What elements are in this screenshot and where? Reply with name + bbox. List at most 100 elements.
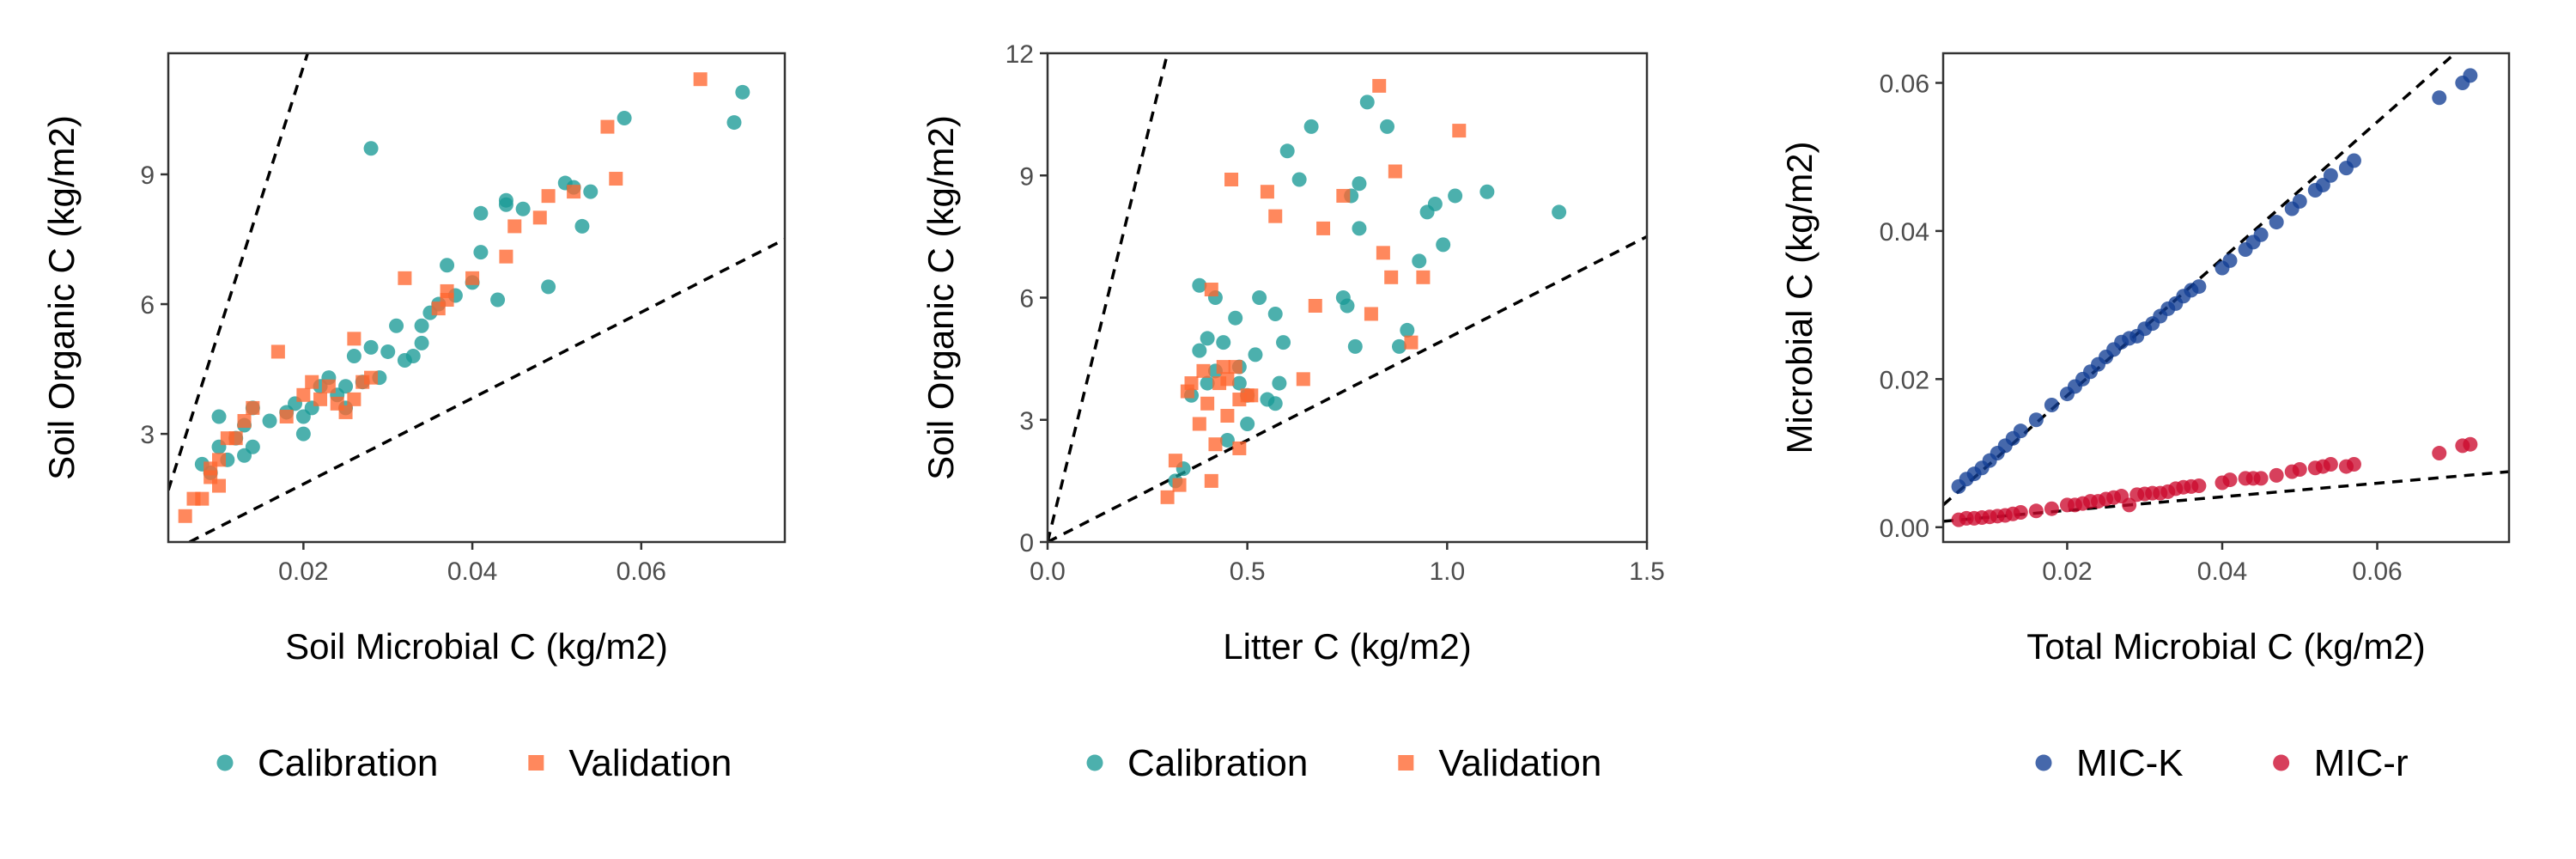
panel2-point xyxy=(1224,172,1239,186)
panel1-point xyxy=(363,339,379,355)
panel1-y-tick-label: 3 xyxy=(140,421,155,449)
panel3-y-tick-label: 0.02 xyxy=(1880,366,1929,394)
panel2-x-tick-label: 0.0 xyxy=(1030,557,1066,586)
panel2-x-tick-label: 1.0 xyxy=(1429,557,1465,586)
panel2-point xyxy=(1352,221,1367,236)
panel1-y-tick-label: 9 xyxy=(140,161,155,190)
panel2-point xyxy=(1200,375,1215,391)
panel2-point xyxy=(1268,209,1283,223)
panel2-point xyxy=(1308,298,1322,313)
panel2-point xyxy=(1192,417,1206,431)
panel2-point xyxy=(1240,416,1255,431)
panel2-point xyxy=(1364,307,1378,321)
panel2-point xyxy=(1200,396,1215,411)
panel2-point xyxy=(1228,310,1243,326)
panel2-point xyxy=(1359,94,1375,110)
panel1-point xyxy=(178,509,192,523)
panel1-reference-lines xyxy=(168,53,785,542)
panel2-point xyxy=(1220,372,1235,387)
panel3-x-tick-label: 0.02 xyxy=(2042,557,2092,586)
panel1-legend-key-1 xyxy=(216,754,234,771)
panel1-point xyxy=(693,72,708,87)
panel1-point xyxy=(473,245,489,260)
panel3-point xyxy=(2292,193,2307,209)
panel1-point xyxy=(321,379,336,393)
panel1: 0.02 0.04 0.06 3 6 9 Soil Microbial C (kg/m2) S… xyxy=(41,52,787,784)
panel1-points xyxy=(178,72,750,523)
panel1-point xyxy=(211,409,227,424)
panel2-point xyxy=(1196,363,1211,378)
panel2-point xyxy=(1267,306,1283,321)
panel1-point xyxy=(726,115,742,131)
panel1-legend-label-2: Validation xyxy=(568,742,732,784)
panel1-y-tick-label: 6 xyxy=(140,291,155,320)
panel3-y-tick-label: 0.00 xyxy=(1880,515,1929,543)
panel2-point xyxy=(1336,188,1351,203)
panel2-point xyxy=(1291,172,1307,187)
panel2-point xyxy=(1316,221,1331,235)
panel3-point xyxy=(2044,501,2059,516)
panel3-point xyxy=(2269,467,2284,483)
panel2: 0.0 0.5 1.0 1.5 0 3 6 9 12 Litter C (kg/m2) Soil O… xyxy=(920,40,1665,784)
panel3-point xyxy=(2463,436,2478,452)
panel1-point xyxy=(574,218,590,234)
panel2-y-axis-title: Soil Organic C (kg/m2) xyxy=(920,115,961,480)
panel1-point xyxy=(279,409,294,423)
panel2-point xyxy=(1552,204,1567,220)
panel1-point xyxy=(532,210,547,225)
panel3-point xyxy=(2253,227,2269,242)
panel3-legend-key-1 xyxy=(2035,754,2052,771)
panel2-point xyxy=(1400,322,1415,338)
panel3-x-tick-label: 0.06 xyxy=(2352,557,2402,586)
panel2-point xyxy=(1279,143,1295,159)
panel1-point xyxy=(363,141,379,156)
panel2-y-tick-label: 6 xyxy=(1019,285,1034,314)
panel3-point xyxy=(2323,168,2338,183)
panel2-point xyxy=(1204,473,1218,488)
panel2-point xyxy=(1412,253,1427,269)
panel1-point xyxy=(212,453,227,467)
panel1-point xyxy=(414,318,429,333)
panel3-reference-lines xyxy=(1943,55,2509,523)
panel1-point xyxy=(498,192,513,208)
panel1-point xyxy=(338,405,353,419)
panel3-point xyxy=(2191,279,2207,295)
panel3-series-1 xyxy=(1951,68,2478,494)
panel1-point xyxy=(313,392,328,406)
panel2-x-tick-label: 1.5 xyxy=(1629,557,1665,586)
panel1-x-axis-title: Soil Microbial C (kg/m2) xyxy=(285,626,668,667)
panel2-y-tick-label: 9 xyxy=(1019,162,1034,191)
panel3-point xyxy=(2323,456,2338,472)
panel2-point xyxy=(1416,270,1431,284)
panel2-point xyxy=(1452,124,1467,138)
panel2-reference-lines xyxy=(1048,53,1647,542)
panel1-point xyxy=(609,172,623,186)
panel2-point xyxy=(1436,237,1451,253)
panel2-reference-line-2 xyxy=(1048,235,1647,542)
panel1-point xyxy=(380,344,396,359)
panel2-point xyxy=(1352,176,1367,192)
panel2-point xyxy=(1216,360,1230,375)
panel1-point xyxy=(347,332,361,346)
panel1-point xyxy=(735,84,750,100)
panel2-series-1 xyxy=(1168,94,1567,489)
panel2-point xyxy=(1160,490,1175,504)
panel1-point xyxy=(583,184,598,199)
panel1-point xyxy=(465,271,480,285)
panel1-point xyxy=(541,279,556,295)
panel3-point xyxy=(2432,446,2447,461)
panel2-point xyxy=(1244,388,1259,403)
panel3-points xyxy=(1951,68,2478,527)
panel3-y-tick-label: 0.04 xyxy=(1880,218,1929,247)
panel2-point xyxy=(1347,338,1363,354)
panel2-point xyxy=(1479,184,1495,199)
panel3-point xyxy=(2222,472,2238,488)
panel1-point xyxy=(490,292,506,308)
panel3-point xyxy=(2028,503,2044,519)
panel1-point xyxy=(473,205,489,221)
panel1-point xyxy=(346,348,361,363)
panel1-point xyxy=(499,249,513,264)
panel3-y-tick-label: 0.06 xyxy=(1880,70,1929,98)
panel1-legend: Calibration Validation xyxy=(216,742,732,784)
